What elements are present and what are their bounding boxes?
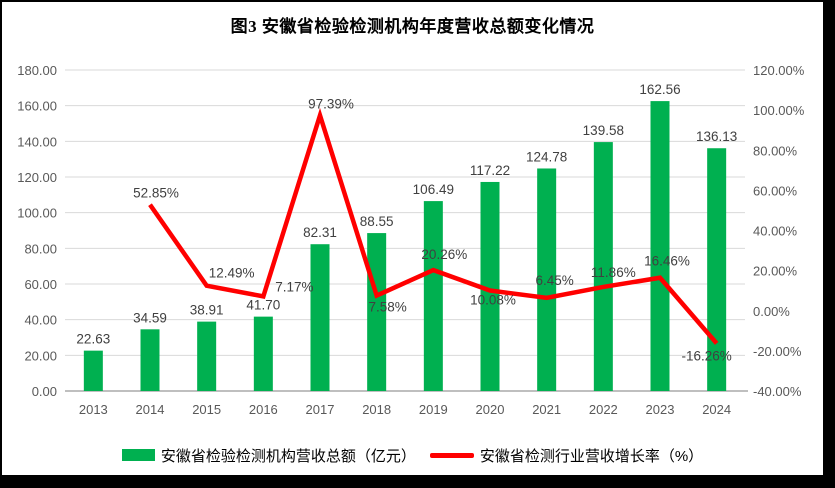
- year-label: 2023: [646, 402, 675, 417]
- bar-2019: [423, 201, 443, 391]
- bar-2016: [253, 316, 273, 391]
- left-axis-tick: 120.00: [17, 170, 57, 185]
- left-axis-tick: 140.00: [17, 134, 57, 149]
- year-label: 2016: [249, 402, 278, 417]
- bar-value-label: 162.56: [639, 82, 680, 97]
- left-axis-tick: 160.00: [17, 99, 57, 114]
- line-value-label: 12.49%: [209, 266, 255, 281]
- bar-2020: [480, 181, 500, 391]
- bar-value-label: 106.49: [413, 182, 454, 197]
- left-axis-tick: 40.00: [24, 313, 57, 328]
- bar-value-label: 117.22: [470, 163, 510, 178]
- bar-value-label: 22.63: [76, 332, 110, 347]
- left-axis-tick: 80.00: [24, 241, 57, 256]
- legend-item-growth-line: 安徽省检测行业营收增长率（%）: [429, 445, 704, 466]
- bar-2023: [650, 101, 670, 392]
- line-value-label: 97.39%: [308, 96, 354, 111]
- legend: 安徽省检验检测机构营收总额（亿元） 安徽省检测行业营收增长率（%）: [2, 442, 823, 468]
- bar-value-label: 41.70: [246, 298, 280, 313]
- bar-2015: [197, 321, 217, 391]
- line-value-label: 16.46%: [644, 254, 690, 269]
- bar-value-label: 38.91: [190, 303, 224, 318]
- chart-title: 图3 安徽省检验检测机构年度营收总额变化情况: [230, 17, 595, 36]
- line-value-label: 11.86%: [591, 265, 636, 280]
- bar-2017: [310, 244, 330, 391]
- bar-value-label: 82.31: [303, 225, 337, 240]
- bar-2024: [707, 148, 727, 391]
- right-axis-tick: 0.00%: [753, 304, 790, 319]
- bar-2018: [367, 233, 387, 391]
- right-axis-tick: -40.00%: [753, 384, 802, 399]
- line-value-label: 10.08%: [470, 293, 516, 308]
- left-axis-tick: 100.00: [17, 206, 57, 221]
- line-value-label: -16.26%: [682, 348, 732, 363]
- year-label: 2013: [79, 402, 108, 417]
- bar-series-swatch: [121, 449, 155, 461]
- legend-item-revenue-bars: 安徽省检验检测机构营收总额（亿元）: [121, 445, 416, 466]
- left-axis-tick: 0.00: [32, 384, 57, 399]
- year-label: 2019: [419, 402, 448, 417]
- bar-value-label: 136.13: [696, 129, 737, 144]
- year-label: 2018: [362, 402, 391, 417]
- right-axis-tick: -20.00%: [753, 344, 802, 359]
- right-axis-tick: 80.00%: [753, 143, 798, 158]
- growth-rate-line: [148, 107, 719, 345]
- right-axis-tick: 120.00%: [753, 63, 805, 78]
- bar-value-label: 88.55: [360, 214, 394, 229]
- bar-value-label: 124.78: [526, 149, 567, 164]
- left-axis-tick: 60.00: [24, 277, 57, 292]
- line-value-label: 6.45%: [536, 273, 574, 288]
- chart-canvas: 0.00 20.00 40.00 60.00 80.00 100.00 120.00 140.…: [17, 63, 805, 417]
- line-series-swatch: [429, 452, 474, 458]
- line-value-label: 7.17%: [275, 279, 313, 294]
- left-axis-tick: 20.00: [24, 348, 57, 363]
- year-label: 2022: [589, 402, 618, 417]
- year-label: 2017: [306, 402, 335, 417]
- year-label: 2024: [702, 402, 731, 417]
- right-axis-tick: 100.00%: [753, 103, 805, 118]
- bar-series-label: 安徽省检验检测机构营收总额（亿元）: [160, 447, 416, 465]
- bar-2021: [537, 168, 557, 391]
- right-axis-tick: 40.00%: [753, 224, 798, 239]
- year-label: 2014: [136, 402, 165, 417]
- line-value-label: 7.58%: [369, 300, 407, 315]
- left-axis-tick: 180.00: [17, 63, 57, 78]
- year-label: 2015: [192, 402, 221, 417]
- bar-2013: [83, 350, 103, 391]
- bar-value-label: 139.58: [583, 123, 624, 138]
- right-axis-tick: 60.00%: [753, 183, 798, 198]
- line-value-label: 52.85%: [133, 186, 179, 201]
- bar-2014: [140, 329, 160, 391]
- bar-2022: [593, 142, 613, 391]
- bar-value-label: 34.59: [133, 310, 167, 325]
- line-series-label: 安徽省检测行业营收增长率（%）: [479, 447, 704, 465]
- year-label: 2020: [476, 402, 505, 417]
- year-label: 2021: [532, 402, 561, 417]
- right-axis-tick: 20.00%: [753, 264, 798, 279]
- line-value-label: 20.26%: [421, 247, 467, 262]
